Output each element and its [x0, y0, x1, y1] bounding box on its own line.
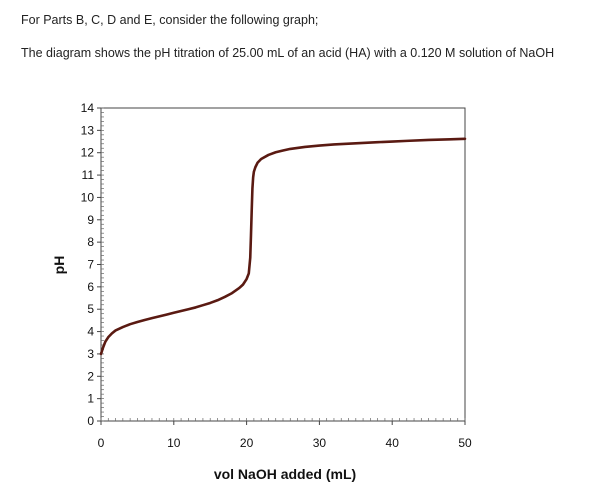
y-tick-label: 12 [81, 146, 95, 160]
y-tick-label: 9 [87, 213, 94, 227]
y-tick-label: 2 [87, 369, 94, 383]
x-tick-label: 20 [240, 436, 254, 450]
x-tick-label: 50 [458, 436, 472, 450]
plot-frame [100, 107, 466, 422]
titration-curve-line [99, 137, 467, 356]
y-tick-label: 13 [81, 123, 95, 137]
x-axis-label: vol NaOH added (mL) [214, 466, 356, 482]
y-tick-label: 7 [87, 258, 94, 272]
y-tick-label: 14 [81, 101, 95, 115]
y-axis-label: pH [51, 256, 67, 275]
x-tick-label: 30 [313, 436, 327, 450]
x-tick-label: 0 [98, 436, 105, 450]
question-description: The diagram shows the pH titration of 25… [21, 46, 555, 60]
y-tick-label: 4 [87, 325, 94, 339]
x-tick-label: 40 [386, 436, 400, 450]
y-tick-label: 5 [87, 302, 94, 316]
y-tick-label: 10 [81, 190, 95, 204]
y-tick-label: 0 [87, 414, 94, 428]
y-tick-label: 6 [87, 280, 94, 294]
question-intro: For Parts B, C, D and E, consider the fo… [21, 13, 319, 27]
y-tick-label: 11 [82, 168, 95, 182]
y-tick-label: 8 [87, 235, 94, 249]
y-tick-label: 1 [87, 392, 94, 406]
y-tick-label: 3 [87, 347, 94, 361]
x-tick-label: 10 [167, 436, 181, 450]
